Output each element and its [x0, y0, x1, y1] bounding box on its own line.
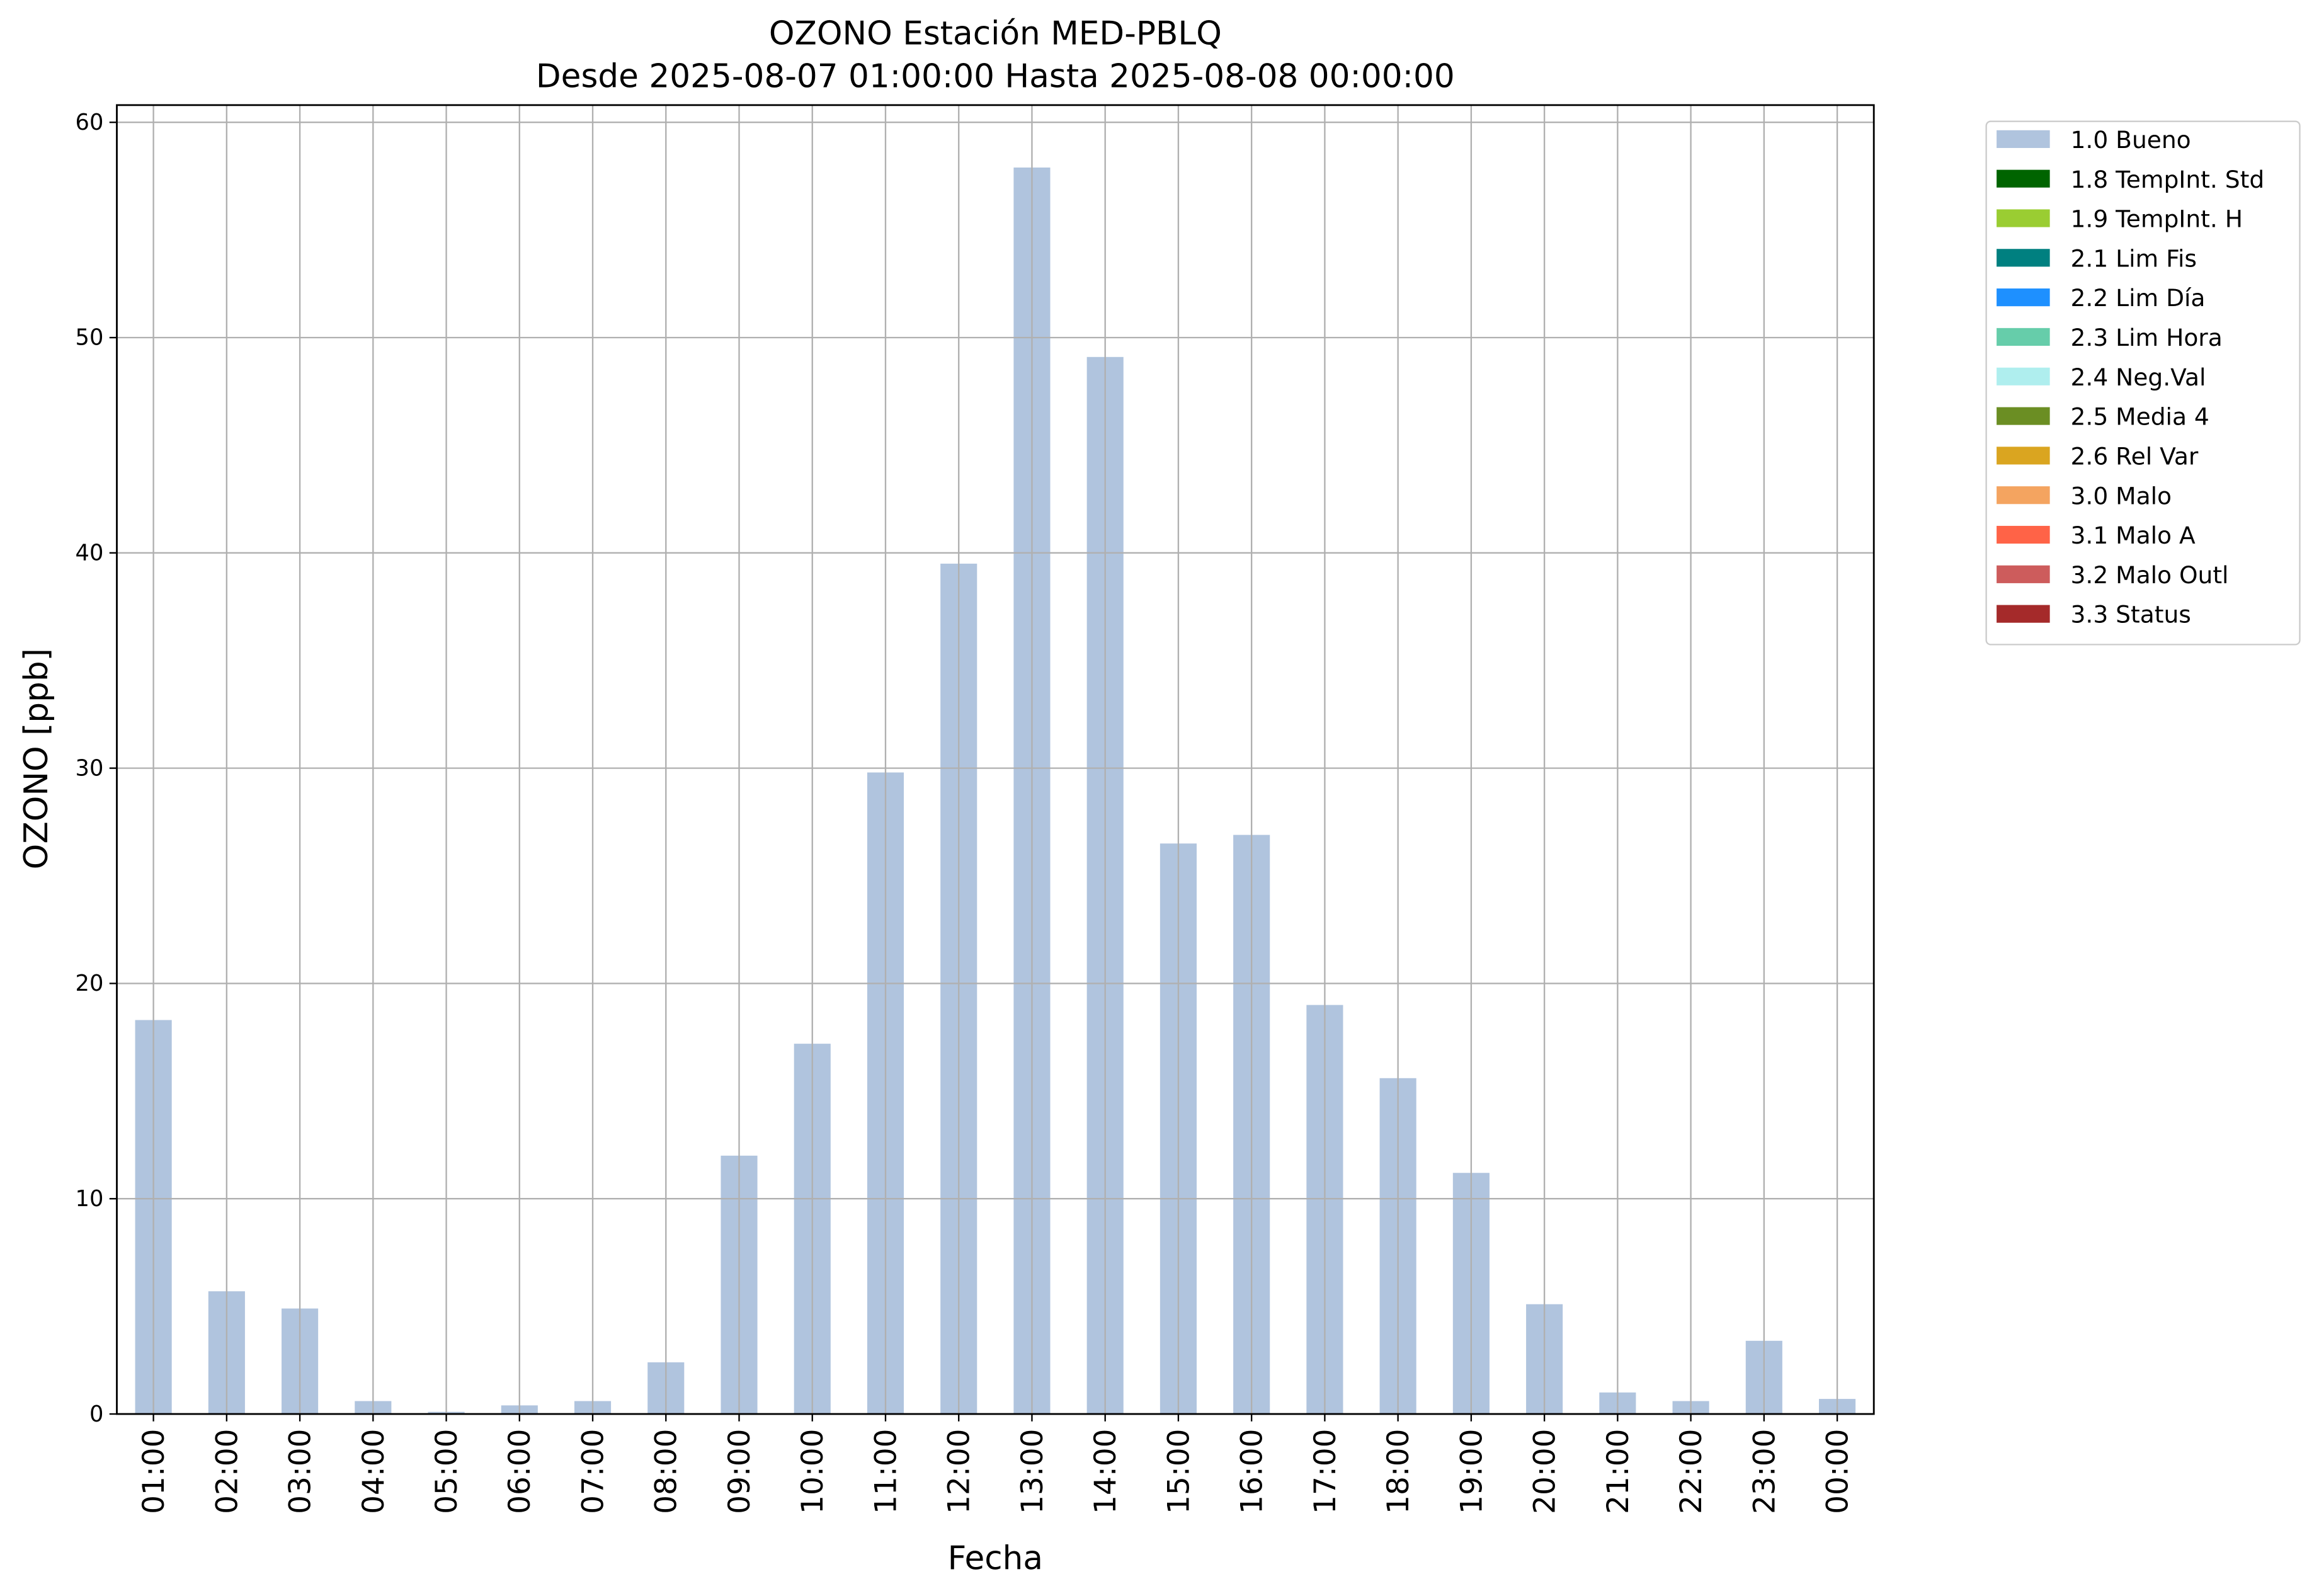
legend-swatch — [1997, 525, 2050, 544]
legend-swatch — [1997, 328, 2050, 346]
x-tick-label: 00:00 — [1821, 1429, 1855, 1514]
x-tick-label: 14:00 — [1088, 1429, 1123, 1514]
x-tick-label: 21:00 — [1601, 1429, 1636, 1514]
y-tick-label: 10 — [76, 1186, 104, 1212]
y-tick-label: 0 — [89, 1401, 103, 1427]
x-tick-label: 16:00 — [1235, 1429, 1270, 1514]
legend-swatch — [1997, 249, 2050, 267]
legend-label: 2.2 Lim Día — [2071, 284, 2206, 312]
legend-box — [1985, 120, 2301, 646]
legend-swatch — [1997, 407, 2050, 425]
legend-swatch — [1997, 486, 2050, 504]
chart-title: OZONO Estación MED-PBLQ — [769, 15, 1222, 53]
x-tick-label: 06:00 — [503, 1429, 537, 1514]
x-tick-label: 01:00 — [137, 1429, 171, 1514]
x-tick-label: 02:00 — [210, 1429, 244, 1514]
x-tick-label: 20:00 — [1528, 1429, 1563, 1514]
x-tick-label: 22:00 — [1674, 1429, 1709, 1514]
legend-swatch — [1997, 209, 2050, 227]
y-tick-label: 60 — [76, 110, 104, 135]
legend-swatch — [1997, 288, 2050, 307]
x-tick-label: 05:00 — [430, 1429, 464, 1514]
x-tick-label: 19:00 — [1454, 1429, 1489, 1514]
x-tick-label: 23:00 — [1747, 1429, 1782, 1514]
y-tick-label: 50 — [76, 325, 104, 351]
legend-label: 2.5 Media 4 — [2071, 403, 2209, 431]
legend-label: 2.6 Rel Var — [2071, 442, 2199, 470]
legend-swatch — [1997, 130, 2050, 148]
legend-label: 1.9 TempInt. H — [2071, 205, 2243, 233]
chart-subtitle: Desde 2025-08-07 01:00:00 Hasta 2025-08-… — [536, 58, 1455, 96]
legend-swatch — [1997, 169, 2050, 188]
x-tick-label: 08:00 — [649, 1429, 684, 1514]
x-tick-label: 09:00 — [722, 1429, 757, 1514]
x-tick-label: 10:00 — [795, 1429, 830, 1514]
legend-swatch — [1997, 565, 2050, 583]
x-tick-label: 03:00 — [283, 1429, 318, 1514]
y-tick-label: 20 — [76, 971, 104, 996]
legend-label: 3.1 Malo A — [2071, 522, 2196, 549]
legend-swatch — [1997, 605, 2050, 623]
x-tick-label: 13:00 — [1015, 1429, 1050, 1514]
x-tick-label: 12:00 — [942, 1429, 977, 1514]
x-tick-label: 11:00 — [869, 1429, 903, 1514]
legend-label: 1.8 TempInt. Std — [2071, 166, 2265, 193]
x-tick-label: 17:00 — [1308, 1429, 1343, 1514]
legend-label: 2.4 Neg.Val — [2071, 363, 2206, 391]
legend-swatch — [1997, 447, 2050, 465]
x-tick-label: 07:00 — [576, 1429, 610, 1514]
y-tick-label: 40 — [76, 540, 104, 566]
x-tick-label: 04:00 — [356, 1429, 391, 1514]
legend-label: 3.3 Status — [2071, 601, 2191, 629]
legend-label: 2.3 Lim Hora — [2071, 324, 2223, 351]
x-tick-label: 15:00 — [1161, 1429, 1196, 1514]
x-axis-label: Fecha — [948, 1540, 1043, 1578]
y-axis-label: OZONO [ppb] — [18, 648, 55, 869]
legend-swatch — [1997, 367, 2050, 385]
legend-label: 1.0 Bueno — [2071, 126, 2191, 154]
legend-label: 3.2 Malo Outl — [2071, 561, 2229, 589]
axes-frame — [116, 104, 1875, 1415]
legend-label: 3.0 Malo — [2071, 482, 2172, 510]
legend-label: 2.1 Lim Fis — [2071, 244, 2197, 272]
x-tick-label: 18:00 — [1381, 1429, 1416, 1514]
y-tick-label: 30 — [76, 755, 104, 781]
